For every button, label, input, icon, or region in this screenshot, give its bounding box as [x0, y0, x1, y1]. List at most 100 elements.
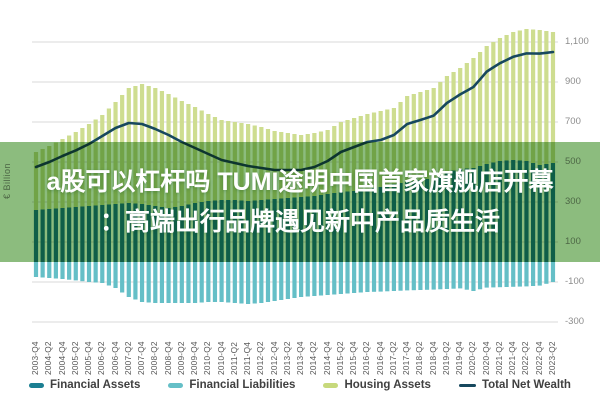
- bar: [53, 262, 58, 279]
- x-tick-label: 2014-Q2: [308, 341, 319, 375]
- x-tick-label: 2023-Q2: [546, 341, 557, 375]
- x-tick-label: 2012-Q2: [255, 341, 266, 375]
- bar: [67, 262, 72, 280]
- bar: [186, 262, 191, 303]
- bar: [531, 262, 536, 286]
- legend-item-housing-assets: Housing Assets: [323, 379, 431, 391]
- bar: [206, 262, 211, 302]
- bar: [113, 262, 118, 288]
- bar: [418, 262, 423, 290]
- bar: [477, 262, 483, 290]
- legend-swatch: [168, 382, 184, 388]
- legend-swatch: [458, 383, 476, 387]
- headline-overlay-band: [0, 142, 600, 262]
- bar: [451, 262, 456, 289]
- bar: [246, 262, 251, 304]
- legend-item-financial-assets: Financial Assets: [29, 379, 140, 391]
- x-tick-label: 2021-Q2: [493, 341, 504, 375]
- chart-legend: Financial Assets Financial Liabilities Hou…: [0, 374, 600, 396]
- x-tick-label: 2010-Q2: [202, 341, 213, 375]
- bar: [146, 262, 151, 303]
- x-tick-label: 2020-Q4: [480, 341, 491, 375]
- bar: [139, 262, 145, 302]
- bar: [537, 30, 542, 165]
- x-tick-label: 2008-Q4: [162, 341, 173, 375]
- bar: [464, 262, 469, 290]
- bar: [471, 262, 476, 291]
- bar: [239, 262, 244, 304]
- x-tick-label: 2009-Q4: [189, 341, 200, 375]
- bar: [312, 262, 317, 296]
- bar: [550, 32, 556, 163]
- bar: [497, 262, 503, 288]
- x-tick-label: 2017-Q2: [387, 341, 398, 375]
- legend-label: Total Net Wealth: [481, 379, 571, 391]
- x-tick-label: 2019-Q4: [454, 341, 465, 375]
- bar: [398, 262, 403, 291]
- bar: [325, 262, 330, 295]
- bar: [458, 68, 463, 169]
- bar: [60, 262, 65, 279]
- bar: [219, 262, 224, 302]
- bar: [292, 262, 297, 298]
- x-tick-label: 2022-Q4: [533, 341, 544, 375]
- x-tick-label: 2005-Q2: [69, 341, 80, 375]
- bar: [524, 29, 529, 161]
- bar: [444, 262, 450, 289]
- bar: [431, 262, 436, 290]
- bar: [544, 31, 549, 164]
- bar: [153, 262, 158, 303]
- legend-swatch: [29, 382, 45, 388]
- x-tick-label: 2008-Q2: [149, 341, 160, 375]
- bar: [199, 262, 204, 303]
- bar: [159, 262, 165, 303]
- x-tick-label: 2014-Q4: [321, 341, 332, 375]
- bar: [438, 262, 443, 290]
- bar: [517, 262, 522, 287]
- x-tick-label: 2012-Q4: [268, 341, 279, 375]
- bar: [73, 262, 78, 281]
- bar: [120, 262, 125, 293]
- legend-label: Housing Assets: [344, 379, 431, 391]
- bar: [33, 262, 39, 277]
- bar: [458, 262, 463, 289]
- bar: [497, 38, 503, 161]
- bar: [226, 262, 231, 303]
- bar: [272, 262, 277, 301]
- bar: [173, 262, 178, 303]
- bar: [504, 35, 509, 161]
- bar: [491, 42, 496, 163]
- x-tick-label: 2004-Q4: [56, 341, 67, 375]
- bar: [464, 63, 469, 169]
- x-tick-label: 2017-Q4: [401, 341, 412, 375]
- bar: [511, 32, 516, 160]
- x-tick-label: 2021-Q4: [507, 341, 518, 375]
- legend-item-financial-liabilities: Financial Liabilities: [168, 379, 295, 391]
- x-tick-label: 2013-Q2: [281, 341, 292, 375]
- bar: [212, 262, 218, 302]
- bars-financial-liabilities: [33, 262, 556, 304]
- bar: [477, 52, 483, 166]
- x-tick-label: 2009-Q2: [175, 341, 186, 375]
- bar: [332, 262, 337, 295]
- bar: [544, 262, 549, 284]
- bar: [265, 262, 271, 302]
- x-tick-label: 2016-Q2: [361, 341, 372, 375]
- bar: [80, 262, 85, 282]
- bar: [524, 262, 529, 287]
- y-tick-label: 1,100: [565, 36, 589, 47]
- bar: [106, 262, 112, 286]
- bar: [352, 262, 357, 293]
- bar: [345, 262, 350, 294]
- x-tick-label: 2022-Q2: [520, 341, 531, 375]
- x-tick-label: 2007-Q2: [122, 341, 133, 375]
- bar: [192, 262, 198, 303]
- bar: [405, 96, 410, 182]
- x-tick-label: 2007-Q4: [136, 341, 147, 375]
- x-tick-label: 2005-Q4: [83, 341, 94, 375]
- x-tick-label: 2015-Q2: [334, 341, 345, 375]
- x-tick-label: 2020-Q2: [467, 341, 478, 375]
- bar: [471, 58, 476, 168]
- bar: [431, 88, 436, 178]
- y-tick-label: -300: [565, 316, 585, 327]
